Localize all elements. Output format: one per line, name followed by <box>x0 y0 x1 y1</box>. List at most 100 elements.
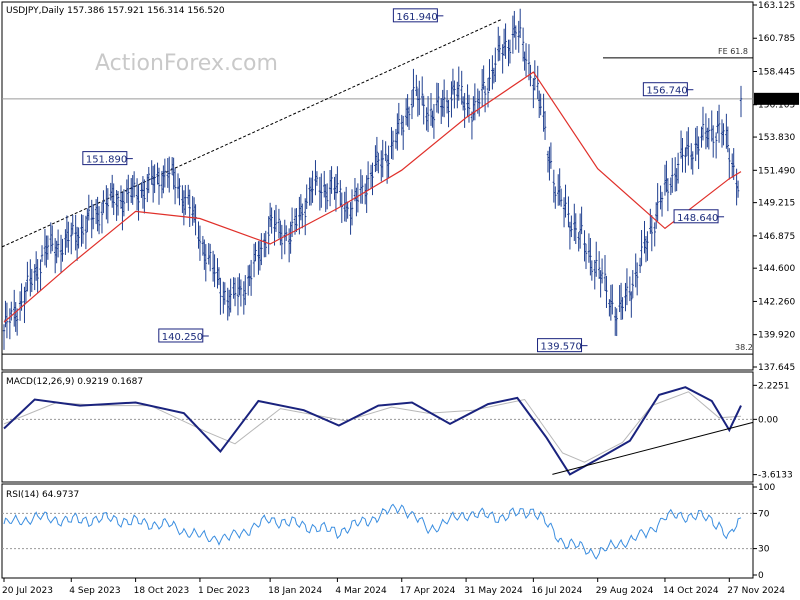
price-bar <box>102 190 105 214</box>
price-bar <box>508 39 512 64</box>
price-bar <box>330 166 333 194</box>
x-tick-label: 27 Nov 2024 <box>727 586 785 596</box>
price-bar <box>178 178 181 206</box>
price-y-tick-label: 153.830 <box>758 133 795 143</box>
price-bar <box>595 241 598 277</box>
price-bar <box>233 277 237 307</box>
price-bar <box>676 152 680 184</box>
price-bar <box>552 169 556 203</box>
moving-average-line <box>3 71 742 323</box>
price-bar <box>732 148 735 180</box>
price-bar <box>51 225 54 252</box>
price-bar <box>163 158 167 188</box>
price-bar <box>646 231 649 261</box>
price-bar <box>707 118 711 150</box>
price-bar <box>533 60 537 91</box>
price-bar <box>97 206 101 235</box>
price-bar <box>285 225 288 241</box>
price-bar <box>87 194 91 221</box>
price-bar <box>564 184 567 218</box>
price-bar <box>8 308 12 340</box>
price-bar <box>671 157 674 193</box>
price-bar <box>640 230 643 266</box>
price-bar <box>223 282 227 305</box>
price-bar <box>650 215 653 252</box>
macd-main-line <box>3 386 742 476</box>
price-bar <box>625 268 629 306</box>
price-bar <box>549 142 553 169</box>
swing-point-label: 139.570 <box>541 342 582 353</box>
price-bar <box>100 202 104 234</box>
swing-point-label: 156.740 <box>646 86 687 97</box>
price-bar <box>106 188 110 224</box>
price-bar <box>289 221 292 254</box>
price-bar <box>244 275 247 306</box>
price-bar <box>450 81 453 118</box>
price-bar <box>736 180 740 198</box>
price-bar <box>229 278 232 313</box>
rsi-panel-frame <box>1 483 754 579</box>
swing-point-label: 151.890 <box>86 155 127 166</box>
price-bar <box>112 183 115 216</box>
swing-point-label: 148.640 <box>677 213 718 224</box>
x-tick-label: 20 Jul 2023 <box>2 586 53 596</box>
price-bar <box>143 179 146 214</box>
price-bar <box>402 115 405 150</box>
fe-61-8-label: FE 61.8 <box>718 47 748 56</box>
price-bar <box>320 173 323 208</box>
price-bar <box>457 66 460 101</box>
x-tick-label: 4 Mar 2024 <box>335 586 387 596</box>
price-bar <box>514 25 518 50</box>
price-bar <box>304 198 307 236</box>
price-bar <box>482 65 485 90</box>
price-bar <box>2 324 6 350</box>
price-bar <box>726 126 730 153</box>
price-bar <box>36 259 39 293</box>
price-bar <box>70 222 73 255</box>
x-tick-label: 18 Jan 2024 <box>268 586 322 596</box>
x-tick-label: 14 Oct 2024 <box>663 586 719 596</box>
price-bar <box>127 174 130 211</box>
price-bar <box>589 237 592 276</box>
rsi-y-tick-label: 70 <box>758 509 770 519</box>
price-bar <box>381 139 384 178</box>
rsi-y-tick-label: 100 <box>758 483 775 493</box>
price-bar <box>391 130 395 160</box>
rsi-line <box>3 503 742 560</box>
price-bar <box>712 125 715 158</box>
price-bar <box>184 185 187 215</box>
price-bar <box>254 242 257 262</box>
price-bar <box>470 111 474 140</box>
price-bar <box>325 183 329 210</box>
price-bar <box>132 171 136 198</box>
price-bar <box>631 270 634 299</box>
price-y-tick-label: 137.645 <box>758 363 795 373</box>
price-bar <box>666 178 670 212</box>
price-bar <box>473 83 477 121</box>
retracement-38-2-label: 38.2 <box>735 343 753 352</box>
price-bar <box>387 145 390 178</box>
price-bar <box>412 68 415 107</box>
price-bar <box>371 162 374 196</box>
price-bar <box>660 191 664 217</box>
price-bar <box>407 106 411 131</box>
price-bar <box>239 279 243 307</box>
price-bar <box>81 214 85 244</box>
price-y-tick-label: 151.490 <box>758 166 795 176</box>
price-bar <box>277 208 281 239</box>
price-bar <box>270 207 273 234</box>
price-bar <box>488 59 491 92</box>
price-bar <box>621 297 624 320</box>
price-bar <box>295 208 298 232</box>
price-bar <box>375 136 379 172</box>
price-bar <box>442 79 446 118</box>
price-bar <box>483 85 487 113</box>
price-bar <box>603 255 607 291</box>
price-bar <box>543 111 547 140</box>
x-tick-label: 4 Sep 2023 <box>69 586 120 596</box>
price-bar <box>478 90 481 117</box>
price-bar <box>157 167 161 205</box>
price-bar <box>580 206 583 235</box>
price-bar <box>605 275 608 308</box>
price-bar <box>147 166 150 194</box>
